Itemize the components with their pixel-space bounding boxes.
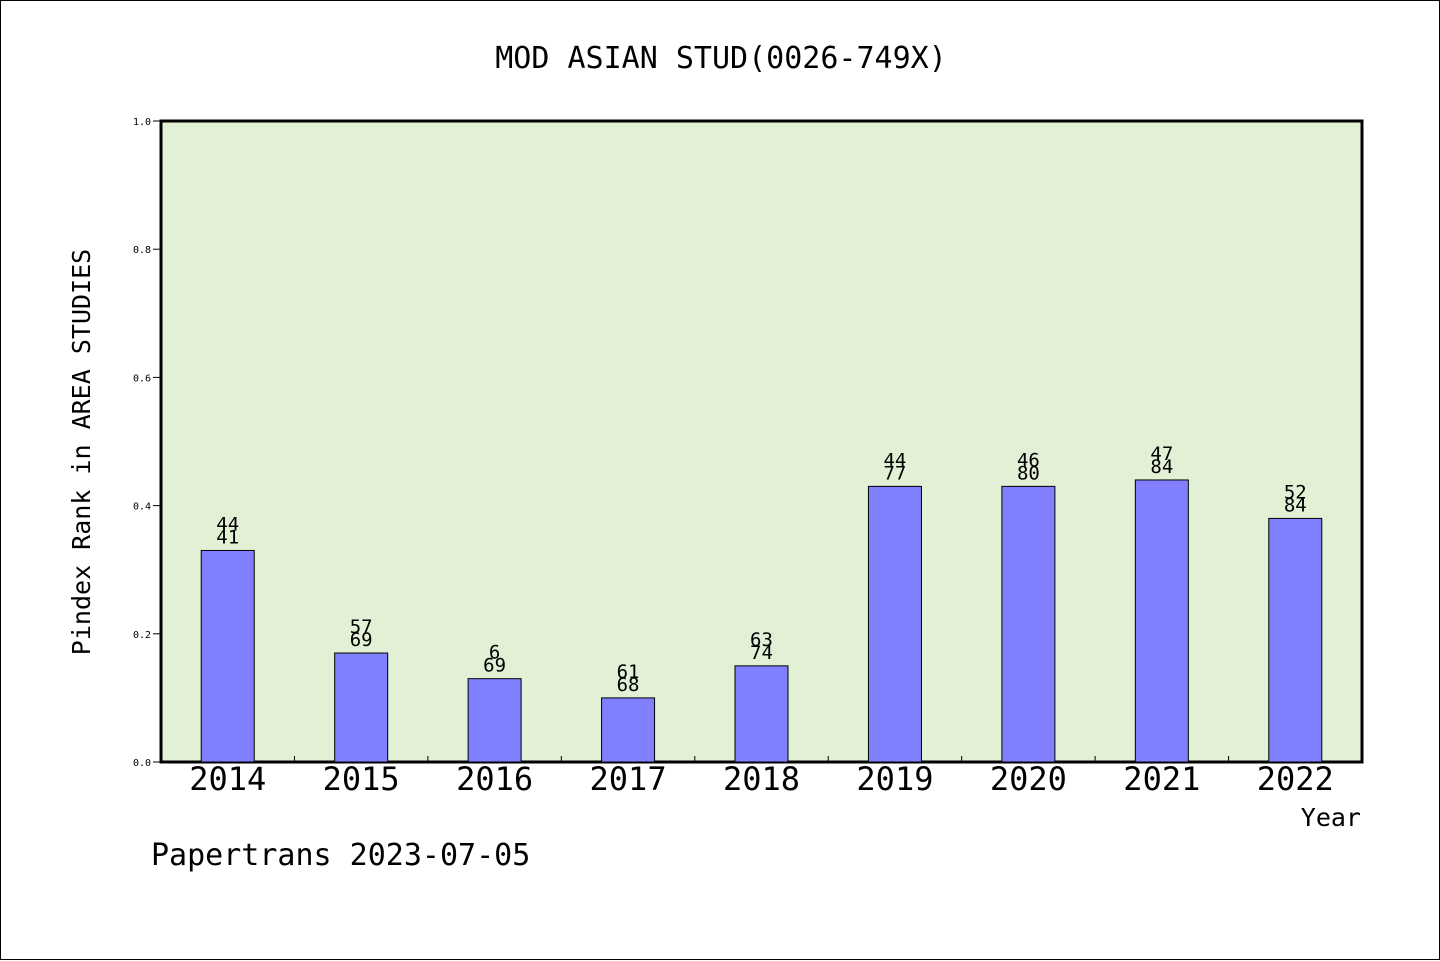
bar-total-label-2015: 69 bbox=[350, 629, 373, 651]
bar-2014 bbox=[200, 549, 255, 763]
bar-rank-label-2015: 57 bbox=[350, 616, 373, 638]
bar-2015 bbox=[334, 652, 389, 763]
x-tick-label-2017: 2017 bbox=[590, 760, 667, 798]
bar-total-label-2018: 74 bbox=[750, 642, 773, 664]
x-tick-label-2015: 2015 bbox=[323, 760, 400, 798]
y-axis-label: Pindex Rank in AREA STUDIES bbox=[67, 249, 96, 655]
x-axis: 2014 2015 2016 2017 2018 2019 2020 2021 2022 bbox=[189, 756, 1334, 798]
bar-rank-label-2018: 63 bbox=[750, 629, 773, 651]
bar-total-label-2016: 69 bbox=[483, 655, 506, 677]
bar-2018 bbox=[734, 665, 789, 763]
footer-credit: Papertrans 2023-07-05 bbox=[151, 838, 530, 873]
y-tick-label-1: 0.2 bbox=[133, 630, 151, 641]
x-tick-label-2021: 2021 bbox=[1123, 760, 1200, 798]
bars-layer bbox=[200, 479, 1323, 763]
y-tick-label-3: 0.6 bbox=[133, 373, 151, 384]
y-tick-label-0: 0.0 bbox=[133, 758, 151, 769]
bar-2019 bbox=[867, 485, 922, 763]
bar-rank-label-2014: 44 bbox=[216, 513, 239, 535]
bar-rank-label-2021: 47 bbox=[1150, 443, 1173, 465]
x-tick-label-2022: 2022 bbox=[1257, 760, 1334, 798]
x-tick-label-2014: 2014 bbox=[189, 760, 266, 798]
x-tick-label-2020: 2020 bbox=[990, 760, 1067, 798]
x-tick-label-2019: 2019 bbox=[856, 760, 933, 798]
y-tick-label-5: 1.0 bbox=[133, 117, 151, 128]
chart-title: MOD ASIAN STUD(0026-749X) bbox=[495, 41, 947, 76]
y-axis: 0.0 0.2 0.4 0.6 0.8 1.0 bbox=[133, 117, 161, 769]
bar-2017 bbox=[601, 697, 656, 763]
y-tick-label-4: 0.8 bbox=[133, 245, 151, 256]
bar-rank-label-2020: 46 bbox=[1017, 449, 1040, 471]
bar-2021 bbox=[1134, 479, 1189, 763]
bar-total-label-2014: 41 bbox=[216, 526, 239, 548]
bar-total-label-2017: 68 bbox=[617, 674, 640, 696]
bar-rank-label-2017: 61 bbox=[617, 661, 640, 683]
bar-total-label-2019: 77 bbox=[883, 462, 906, 484]
bar-total-label-2022: 84 bbox=[1284, 494, 1307, 516]
bar-2020 bbox=[1001, 485, 1056, 763]
x-tick-label-2018: 2018 bbox=[723, 760, 800, 798]
x-axis-label: Year bbox=[1301, 803, 1361, 832]
bar-2016 bbox=[467, 678, 522, 763]
bar-rank-label-2022: 52 bbox=[1284, 481, 1307, 503]
bar-2022 bbox=[1268, 517, 1323, 763]
y-tick-label-2: 0.4 bbox=[133, 502, 151, 513]
bar-total-label-2021: 84 bbox=[1150, 456, 1173, 478]
x-tick-label-2016: 2016 bbox=[456, 760, 533, 798]
bar-rank-label-2019: 44 bbox=[883, 449, 906, 471]
bar-total-label-2020: 80 bbox=[1017, 462, 1040, 484]
bar-rank-label-2016: 6 bbox=[489, 642, 500, 664]
